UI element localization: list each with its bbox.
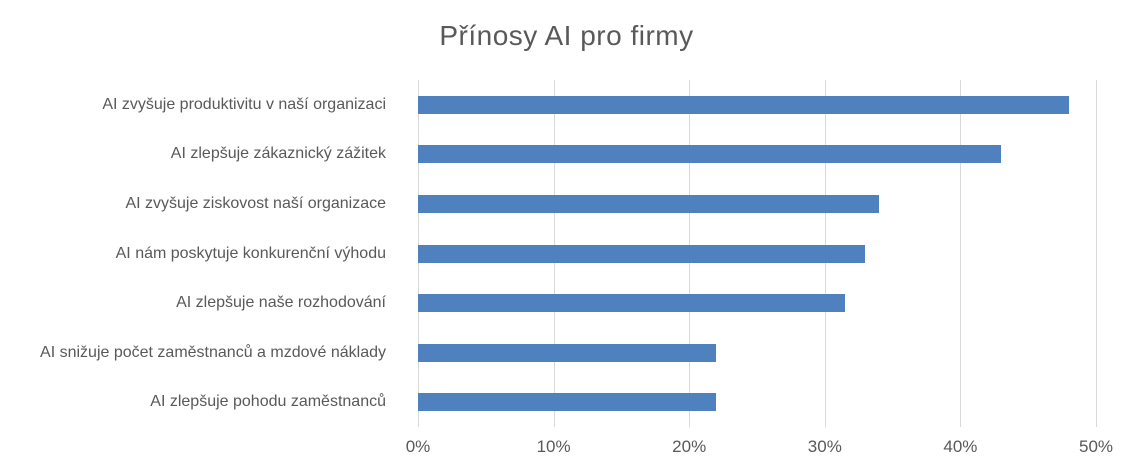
x-tick-label: 20%	[672, 437, 707, 456]
bar-row	[418, 229, 1096, 279]
bar	[418, 244, 866, 263]
x-tick-label: 30%	[807, 437, 842, 456]
bar-row	[418, 328, 1096, 378]
x-tick-label: 50%	[1078, 437, 1114, 456]
bar-row	[418, 278, 1096, 328]
gridline	[960, 80, 962, 427]
x-tick-label: 40%	[943, 437, 978, 456]
category-label: AI zlepšuje pohodu zaměstnanců	[150, 393, 386, 411]
category-label: AI zlepšuje zákaznický zážitek	[170, 145, 386, 163]
bar-row	[418, 130, 1096, 180]
plot-area	[418, 80, 1097, 427]
bar-row	[418, 80, 1096, 130]
bar	[418, 194, 880, 213]
x-tick-label: 0%	[405, 437, 431, 456]
bar	[418, 393, 717, 412]
category-label: AI nám poskytuje konkurenční výhodu	[115, 244, 386, 262]
bar	[418, 294, 846, 313]
bar	[418, 145, 1002, 164]
bar	[418, 343, 717, 362]
bars	[418, 80, 1096, 427]
value-axis: 0% 10% 20% 30% 40% 50%	[0, 437, 1133, 461]
bar	[418, 95, 1069, 114]
category-label: AI snižuje počet zaměstnanců a mzdové ná…	[40, 343, 386, 361]
chart-title: Přínosy AI pro firmy	[439, 20, 694, 51]
category-axis: AI zvyšuje produktivitu v naší organizac…	[0, 80, 402, 427]
category-label: AI zvyšuje produktivitu v naší organizac…	[102, 95, 386, 113]
bar-row	[418, 377, 1096, 427]
category-label: AI zvyšuje ziskovost naší organizace	[125, 194, 386, 212]
gridline	[1096, 80, 1097, 427]
bar-row	[418, 179, 1096, 229]
category-label: AI zlepšuje naše rozhodování	[176, 294, 386, 312]
x-tick-label: 10%	[536, 437, 571, 456]
